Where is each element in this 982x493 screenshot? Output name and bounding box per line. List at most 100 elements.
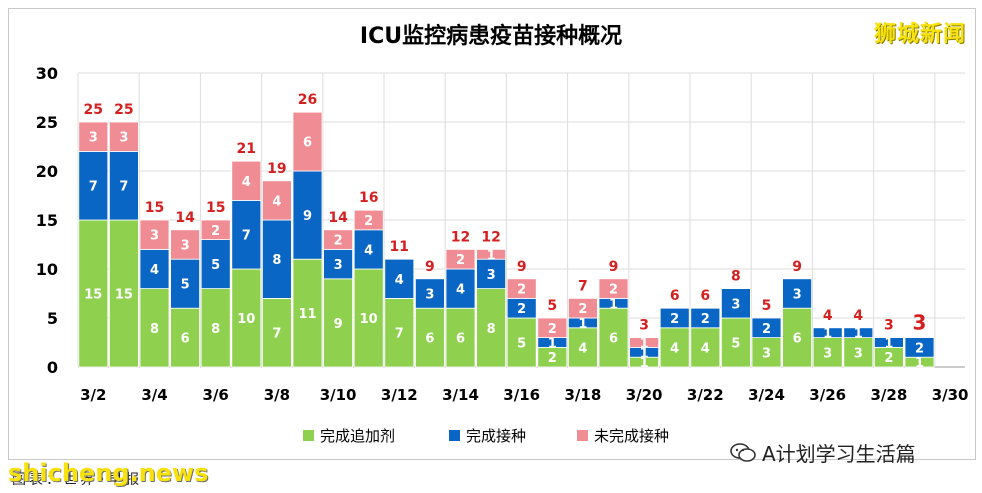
bar-segment (445, 248, 476, 270)
data-label: 2 (456, 253, 465, 268)
data-label: 2 (884, 351, 893, 366)
x-tick-label: 3/2 (80, 386, 106, 404)
total-label: 4 (853, 308, 863, 324)
bar-segment (506, 317, 537, 368)
data-label: 1 (640, 356, 649, 371)
bar-segment (506, 278, 537, 299)
bar-segment (476, 288, 507, 368)
total-label: 26 (298, 92, 317, 108)
data-label: 3 (334, 258, 343, 273)
total-label: 9 (517, 259, 527, 275)
bar-segment (659, 327, 690, 368)
data-label: 1 (854, 327, 863, 342)
x-tick-label: 3/24 (748, 386, 785, 404)
wechat-icon (730, 442, 756, 463)
data-label: 2 (517, 283, 526, 298)
data-label: 15 (115, 288, 133, 303)
y-tick-label: 20 (36, 162, 58, 181)
bar-segment (261, 219, 292, 299)
bar-segment (537, 317, 568, 339)
data-label: 2 (211, 224, 220, 239)
data-label: 1 (578, 317, 587, 332)
bar-segment (139, 219, 170, 250)
x-tick-label: 3/16 (503, 386, 540, 404)
total-label: 5 (547, 298, 557, 314)
x-tick-label: 3/18 (565, 386, 602, 404)
data-label: 7 (395, 327, 404, 342)
bar-segment (200, 239, 231, 290)
bar-segment (782, 278, 812, 309)
bar-segment (109, 121, 139, 152)
bar-segment (323, 248, 354, 280)
data-label: 2 (670, 312, 679, 327)
data-label: 4 (242, 175, 251, 190)
bar-segment (261, 180, 292, 221)
bar-segment (200, 219, 231, 241)
bar-segment (812, 327, 843, 338)
bar-segment (476, 258, 507, 290)
data-label: 9 (303, 209, 312, 224)
bar-segment (904, 337, 935, 358)
x-tick-label: 3/12 (381, 386, 418, 404)
total-label: 21 (237, 141, 256, 157)
total-label: 16 (359, 190, 378, 206)
bar-segment (261, 297, 292, 368)
bar-segment (139, 248, 170, 289)
bar-segment (231, 199, 262, 270)
data-label: 7 (119, 180, 128, 195)
total-label: 11 (390, 239, 409, 255)
data-label: 1 (487, 248, 496, 263)
bar-segment (690, 327, 721, 368)
legend: 完成追加剂 完成接种 未完成接种 (303, 427, 669, 445)
bar-segment (721, 288, 751, 319)
bar-segment (139, 288, 170, 368)
y-tick-label: 15 (36, 211, 58, 230)
total-label: 9 (609, 259, 619, 275)
data-label: 3 (854, 346, 863, 361)
bar-segment (598, 307, 629, 368)
total-label: 4 (823, 308, 833, 324)
bar-segment (476, 248, 507, 260)
data-label: 1 (915, 356, 924, 371)
data-label: 3 (119, 131, 128, 146)
x-tick-label: 3/14 (442, 386, 479, 404)
data-label: 4 (395, 273, 404, 288)
bar-segment (598, 278, 629, 299)
total-label: 14 (328, 210, 348, 226)
total-label: 12 (481, 229, 500, 245)
x-tick-label: 3/30 (932, 386, 969, 404)
bar-segment (170, 229, 201, 260)
y-tick-label: 30 (36, 64, 58, 83)
bar-segment (843, 327, 874, 338)
data-label: 5 (731, 337, 740, 352)
bar-segment (843, 337, 874, 368)
total-label: 25 (84, 102, 103, 118)
data-label: 2 (915, 341, 924, 356)
total-label: 3 (913, 311, 927, 335)
bar-segment (659, 307, 690, 329)
bar-segment (78, 150, 109, 221)
data-label: 10 (237, 312, 255, 327)
bar-segment (292, 111, 323, 172)
data-label: 8 (211, 322, 220, 337)
data-label: 3 (731, 297, 740, 312)
y-tick-label: 25 (36, 113, 58, 132)
data-label: 6 (425, 332, 434, 347)
data-label: 2 (609, 283, 618, 298)
bar-segment (568, 297, 598, 319)
data-label: 10 (360, 312, 378, 327)
data-label: 4 (578, 341, 587, 356)
data-label: 2 (548, 351, 557, 366)
data-label: 2 (517, 302, 526, 317)
y-tick-label: 5 (47, 309, 58, 328)
data-label: 11 (298, 307, 316, 322)
data-label: 4 (701, 341, 710, 356)
bar-segment (78, 121, 109, 152)
legend-swatch (303, 430, 314, 441)
x-tick-label: 3/22 (687, 386, 724, 404)
data-label: 4 (670, 341, 679, 356)
total-label: 15 (206, 200, 225, 216)
data-label: 6 (456, 332, 465, 347)
bar-segment (109, 219, 139, 368)
total-label: 9 (792, 259, 802, 275)
